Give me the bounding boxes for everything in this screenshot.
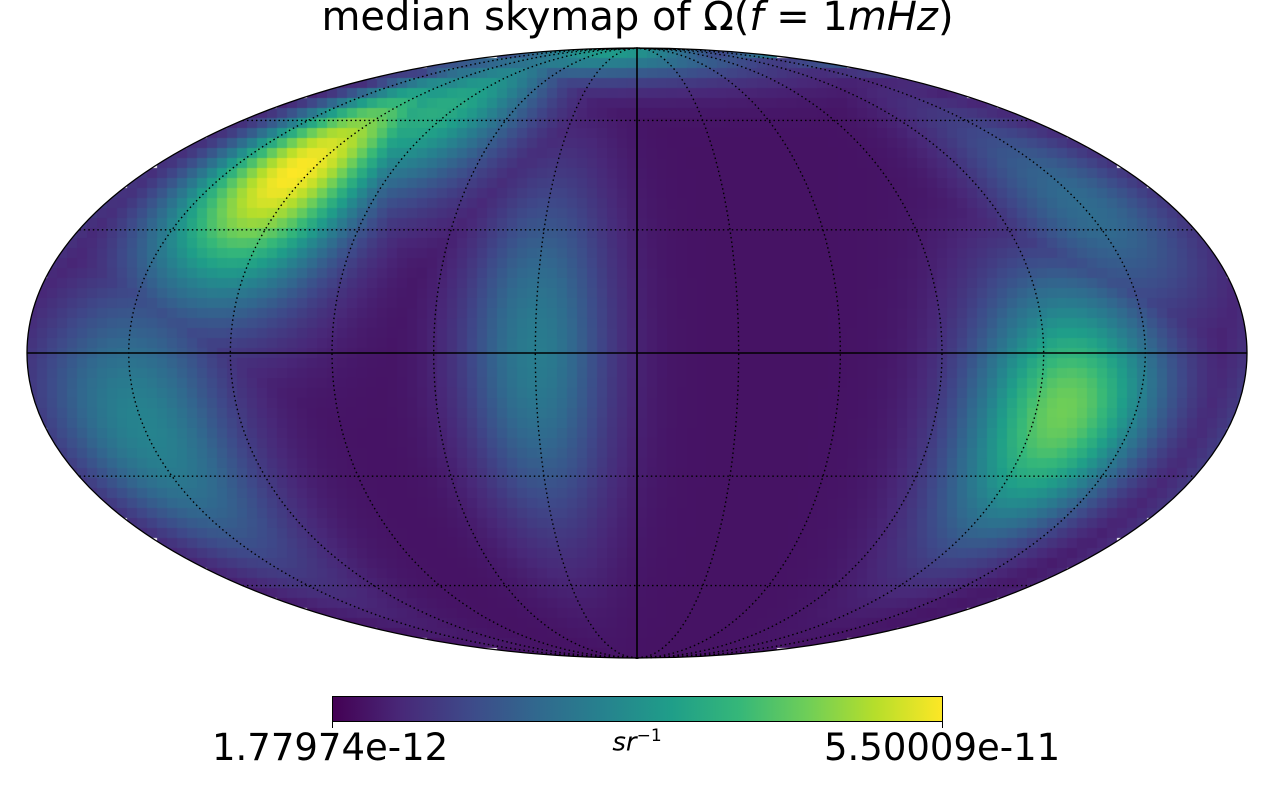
chart-title: median skymap of Ω(f = 1mHz) [321, 0, 954, 40]
map-boundary [26, 47, 1248, 659]
colorbar [332, 696, 943, 722]
colorbar-max-label: 5.50009e-11 [824, 726, 1061, 769]
meridian-line [331, 47, 638, 659]
graticule [27, 47, 1247, 659]
colorbar-unit: sr−1 [612, 726, 662, 758]
colorbar-max-tick [942, 722, 943, 728]
meridian-line [636, 47, 943, 659]
colorbar-min-label: 1.77974e-12 [212, 726, 449, 769]
colorbar-min-tick [332, 722, 333, 728]
mollweide-skymap [26, 47, 1248, 659]
